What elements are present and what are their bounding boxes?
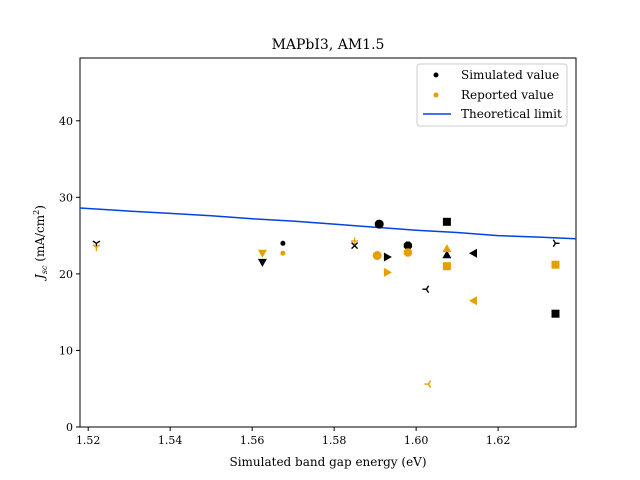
- theoretical-limit-line: [79, 207, 577, 240]
- data-point-simulated-circle: [374, 219, 384, 229]
- data-point-simulated-triangle_up: [442, 250, 452, 259]
- x-tick-label: 1.58: [322, 434, 347, 447]
- data-point-simulated-tri_right: [552, 239, 560, 248]
- data-point-reported-circle: [372, 251, 382, 260]
- x-tick-label: 1.62: [486, 434, 511, 447]
- data-point-reported-octagon: [403, 248, 413, 257]
- theoretical-limit-layer: [79, 207, 577, 240]
- data-points-layer: [92, 217, 560, 388]
- y-label-subscript: sc: [40, 265, 49, 274]
- data-point-simulated-triangle_left: [469, 248, 477, 258]
- data-point-simulated-triangle_right: [383, 252, 392, 262]
- legend: Simulated value Reported value Theoretic…: [416, 63, 568, 127]
- data-point-reported-triangle_down: [257, 249, 267, 258]
- data-point-simulated-x: [351, 242, 359, 250]
- data-point-simulated-square: [442, 217, 451, 226]
- y-label-superscript: 2: [32, 210, 41, 215]
- y-tick-label: 30: [59, 191, 73, 204]
- plot-frame: [79, 57, 577, 428]
- data-point-simulated-triangle_down: [257, 258, 267, 267]
- data-point-simulated-square: [551, 309, 560, 318]
- data-point-reported-point: [280, 250, 286, 256]
- chart-title: MAPbI3, AM1.5: [272, 37, 385, 53]
- data-point-reported-triangle_left: [469, 296, 477, 306]
- x-tick-label: 1.60: [404, 434, 429, 447]
- data-point-simulated-octagon: [403, 241, 413, 250]
- y-tick-label: 10: [59, 344, 73, 357]
- data-point-reported-triangle_right: [383, 267, 392, 277]
- y-axis-label: Jsc (mA/cm2): [32, 205, 49, 282]
- y-axis-ticks: 0 10 20 30 40: [59, 115, 80, 434]
- y-tick-label: 20: [59, 268, 73, 281]
- data-point-reported-plus: [351, 237, 359, 245]
- y-label-close: ): [33, 205, 47, 210]
- x-tick-label: 1.52: [76, 434, 101, 447]
- data-point-simulated-tri_left: [422, 285, 430, 294]
- x-tick-label: 1.54: [158, 434, 183, 447]
- data-point-reported-square: [442, 262, 451, 271]
- x-axis-ticks: 1.52 1.54 1.56 1.58 1.60 1.62: [76, 427, 510, 447]
- y-tick-label: 40: [59, 115, 73, 128]
- x-axis-label: Simulated band gap energy (eV): [229, 455, 426, 469]
- legend-limit-label: Theoretical limit: [461, 107, 562, 121]
- legend-simulated-label: Simulated value: [461, 68, 559, 82]
- x-tick-label: 1.56: [240, 434, 265, 447]
- legend-box: [416, 63, 568, 127]
- data-point-simulated-point: [280, 240, 286, 246]
- data-point-reported-tri_left: [424, 380, 432, 388]
- y-label-units: (mA/cm: [33, 214, 47, 265]
- y-label-symbol: J: [33, 273, 47, 282]
- legend-simulated-marker: [433, 72, 439, 78]
- y-tick-label: 0: [66, 421, 73, 434]
- data-point-reported-triangle_up: [442, 244, 452, 253]
- data-point-reported-tri_right: [552, 260, 560, 269]
- legend-reported-marker: [433, 92, 439, 98]
- data-point-reported-tri_down: [92, 244, 101, 252]
- legend-reported-label: Reported value: [461, 88, 554, 102]
